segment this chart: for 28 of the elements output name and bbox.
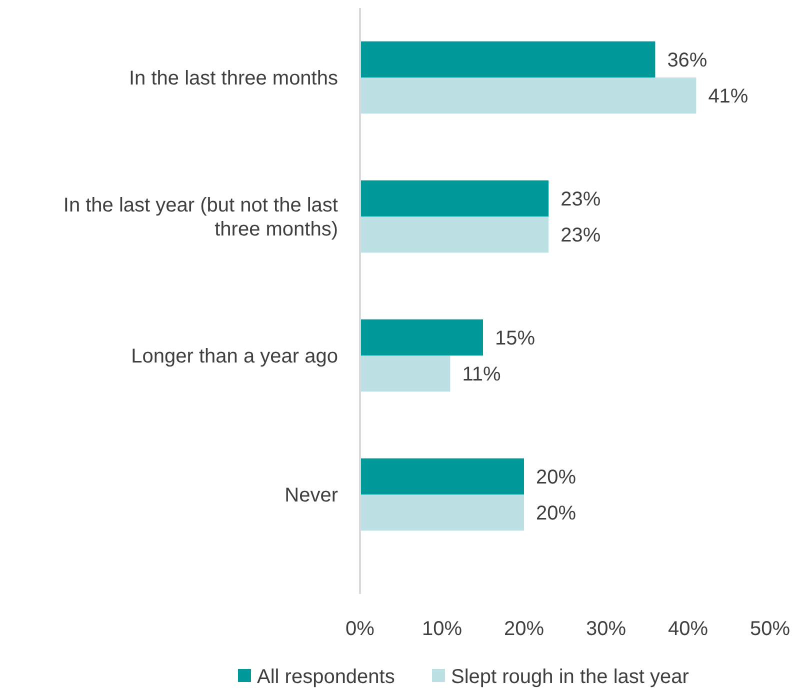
bar (360, 41, 656, 78)
bar (360, 458, 524, 494)
x-tick-label: 50% (750, 618, 790, 640)
x-tick-label: 0% (346, 618, 375, 640)
x-tick-label: 30% (586, 618, 626, 640)
bar (360, 319, 483, 356)
data-label: 36% (667, 49, 708, 72)
y-tick-label: In the last three months (128, 68, 338, 90)
data-label: 41% (708, 86, 748, 108)
bar (360, 180, 549, 216)
x-tick-label: 40% (668, 618, 708, 640)
data-label: 23% (560, 224, 601, 247)
bar (360, 216, 549, 253)
bar (360, 494, 524, 531)
y-tick-label: In the last year (but not the last three months) (63, 194, 338, 240)
x-tick-label: 20% (504, 618, 544, 640)
data-label: 11% (462, 364, 501, 386)
data-label: 20% (536, 466, 576, 488)
data-label: 15% (495, 327, 536, 350)
y-tick-label: Never (284, 484, 338, 506)
bar (360, 78, 696, 114)
data-label: 23% (560, 188, 601, 210)
legend-label: Slept rough in the last year (451, 666, 690, 688)
bar (360, 356, 450, 392)
y-tick-label: Longer than a year ago (131, 346, 338, 368)
data-label: 20% (536, 502, 576, 525)
legend-label: All respondents (257, 666, 395, 688)
x-tick-label: 10% (422, 618, 462, 640)
